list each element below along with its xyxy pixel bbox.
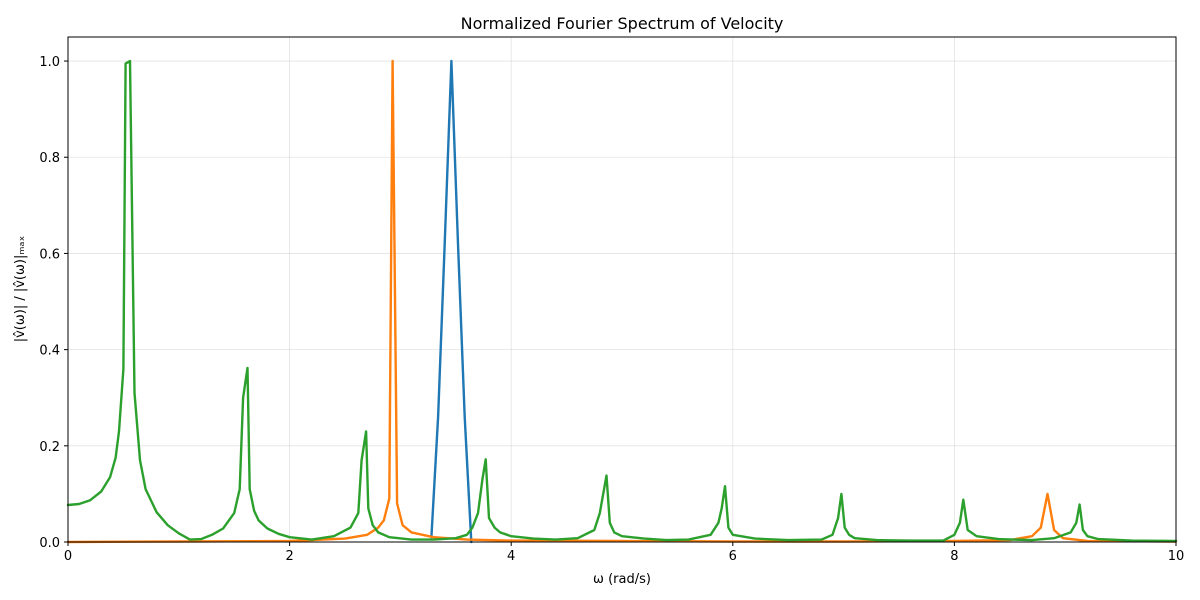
series-line-1: [430, 59, 473, 544]
x-axis-label: ω (rad/s): [593, 572, 651, 587]
x-tick-label: 6: [729, 549, 737, 564]
x-tick-label: 4: [507, 549, 515, 564]
x-axis-ticks: 0 2 4 6 8 10: [64, 542, 1184, 564]
x-tick-label: 2: [285, 549, 293, 564]
x-tick-label: 0: [64, 549, 72, 564]
y-tick-label: 0.0: [39, 536, 60, 551]
y-axis-ticks: 0.0 0.2 0.4 0.6 0.8 1.0: [39, 55, 68, 551]
y-tick-label: 0.8: [39, 151, 60, 166]
y-tick-label: 0.6: [39, 247, 60, 262]
x-tick-label: 10: [1168, 549, 1185, 564]
series-line-2: [66, 59, 1178, 544]
x-tick-label: 8: [950, 549, 958, 564]
series-line-3: [66, 59, 1178, 543]
y-axis-label: |v̂(ω)| / |v̂(ω)|ₘₐₓ: [13, 235, 28, 342]
y-tick-label: 0.2: [39, 440, 60, 455]
y-tick-label: 1.0: [39, 55, 60, 70]
chart-title: Normalized Fourier Spectrum of Velocity: [461, 14, 784, 33]
plot-frame: [67, 36, 1177, 543]
series-lines: [66, 59, 1178, 544]
y-tick-label: 0.4: [39, 344, 60, 359]
